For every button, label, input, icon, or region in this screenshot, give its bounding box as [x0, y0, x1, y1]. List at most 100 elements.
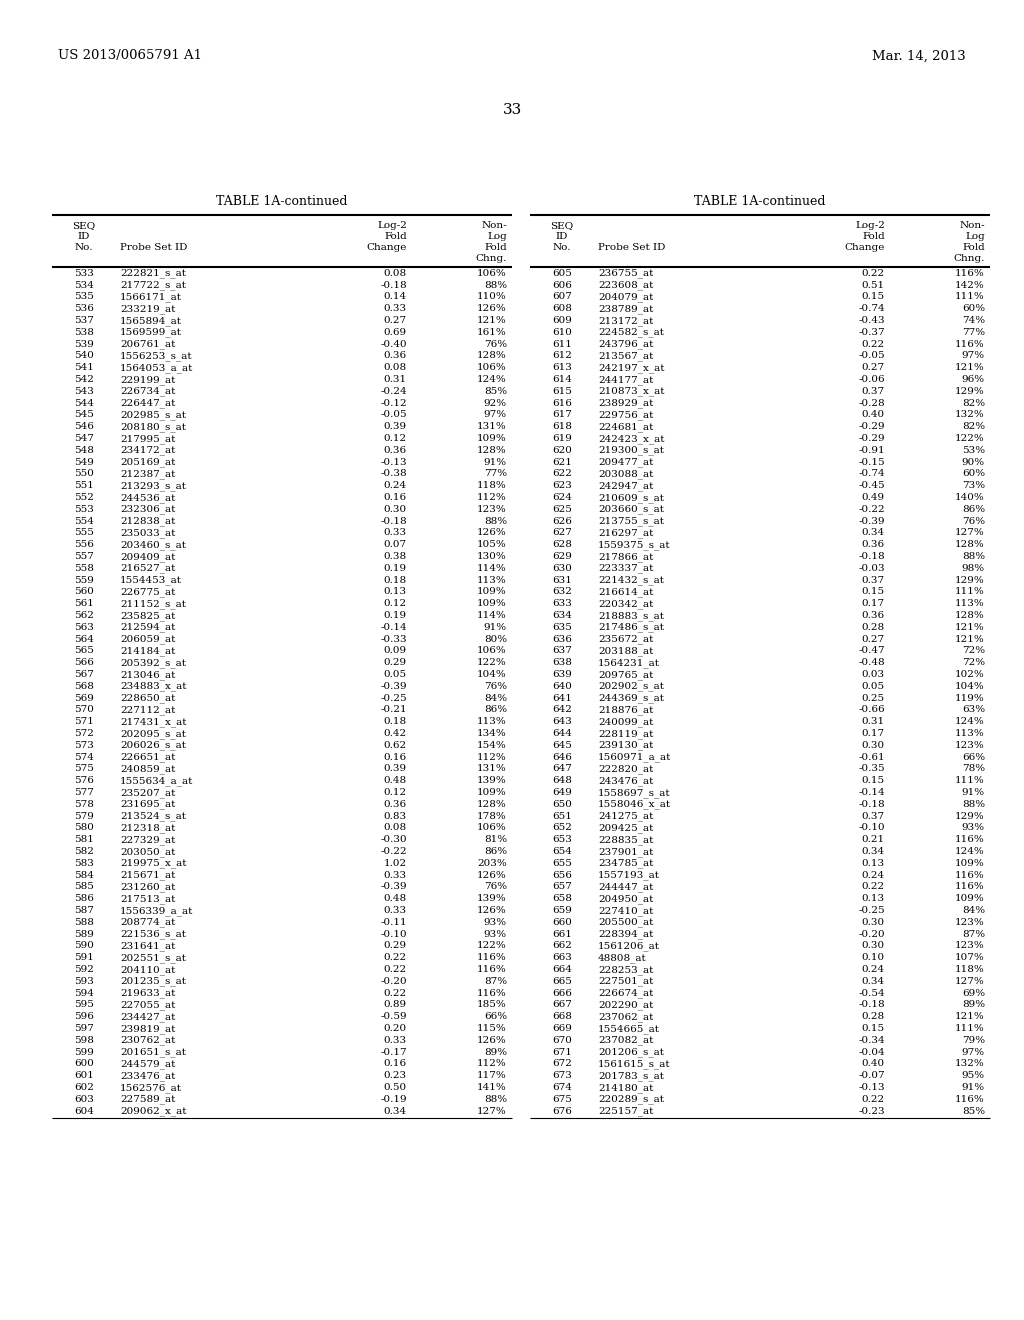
Text: 600: 600 — [74, 1060, 94, 1068]
Text: 0.13: 0.13 — [384, 587, 407, 597]
Text: 0.22: 0.22 — [384, 965, 407, 974]
Text: 203050_at: 203050_at — [120, 847, 175, 857]
Text: 122%: 122% — [477, 659, 507, 667]
Text: 139%: 139% — [477, 776, 507, 785]
Text: 228119_at: 228119_at — [598, 729, 653, 739]
Text: 78%: 78% — [962, 764, 985, 774]
Text: 141%: 141% — [477, 1082, 507, 1092]
Text: 204110_at: 204110_at — [120, 965, 175, 974]
Text: Chng.: Chng. — [953, 253, 985, 263]
Text: 240099_at: 240099_at — [598, 717, 653, 727]
Text: 587: 587 — [74, 906, 94, 915]
Text: 643: 643 — [552, 717, 572, 726]
Text: 122%: 122% — [955, 434, 985, 444]
Text: 209477_at: 209477_at — [598, 458, 653, 467]
Text: 132%: 132% — [955, 1060, 985, 1068]
Text: 202902_s_at: 202902_s_at — [598, 682, 664, 692]
Text: 646: 646 — [552, 752, 572, 762]
Text: 92%: 92% — [484, 399, 507, 408]
Text: -0.30: -0.30 — [380, 836, 407, 845]
Text: 604: 604 — [74, 1106, 94, 1115]
Text: 73%: 73% — [962, 482, 985, 490]
Text: 222821_s_at: 222821_s_at — [120, 269, 186, 279]
Text: 554: 554 — [74, 516, 94, 525]
Text: 597: 597 — [74, 1024, 94, 1034]
Text: TABLE 1A-continued: TABLE 1A-continued — [694, 194, 825, 207]
Text: 93%: 93% — [484, 917, 507, 927]
Text: 0.15: 0.15 — [862, 776, 885, 785]
Text: 622: 622 — [552, 470, 572, 478]
Text: -0.13: -0.13 — [380, 458, 407, 466]
Text: 142%: 142% — [955, 281, 985, 289]
Text: 627: 627 — [552, 528, 572, 537]
Text: 209409_at: 209409_at — [120, 552, 175, 562]
Text: 596: 596 — [74, 1012, 94, 1022]
Text: 676: 676 — [552, 1106, 572, 1115]
Text: Change: Change — [367, 243, 407, 252]
Text: 0.33: 0.33 — [384, 1036, 407, 1045]
Text: 109%: 109% — [955, 859, 985, 867]
Text: 205169_at: 205169_at — [120, 458, 175, 467]
Text: 93%: 93% — [962, 824, 985, 833]
Text: 111%: 111% — [955, 1024, 985, 1034]
Text: 131%: 131% — [477, 422, 507, 432]
Text: 220342_at: 220342_at — [598, 599, 653, 609]
Text: 96%: 96% — [962, 375, 985, 384]
Text: 642: 642 — [552, 705, 572, 714]
Text: 0.13: 0.13 — [862, 859, 885, 867]
Text: 126%: 126% — [477, 906, 507, 915]
Text: 209765_at: 209765_at — [598, 671, 653, 680]
Text: 131%: 131% — [477, 764, 507, 774]
Text: -0.22: -0.22 — [858, 504, 885, 513]
Text: 201783_s_at: 201783_s_at — [598, 1072, 664, 1081]
Text: 534: 534 — [74, 281, 94, 289]
Text: -0.18: -0.18 — [858, 800, 885, 809]
Text: 0.36: 0.36 — [862, 611, 885, 620]
Text: -0.23: -0.23 — [858, 1106, 885, 1115]
Text: 123%: 123% — [955, 917, 985, 927]
Text: 244536_at: 244536_at — [120, 492, 175, 503]
Text: 620: 620 — [552, 446, 572, 455]
Text: 0.07: 0.07 — [384, 540, 407, 549]
Text: 0.09: 0.09 — [384, 647, 407, 656]
Text: 178%: 178% — [477, 812, 507, 821]
Text: -0.21: -0.21 — [380, 705, 407, 714]
Text: 226651_at: 226651_at — [120, 752, 175, 762]
Text: 86%: 86% — [484, 705, 507, 714]
Text: 221432_s_at: 221432_s_at — [598, 576, 664, 585]
Text: 79%: 79% — [962, 1036, 985, 1045]
Text: 668: 668 — [552, 1012, 572, 1022]
Text: 0.30: 0.30 — [384, 504, 407, 513]
Text: 112%: 112% — [477, 492, 507, 502]
Text: 0.33: 0.33 — [384, 906, 407, 915]
Text: 72%: 72% — [962, 659, 985, 667]
Text: 104%: 104% — [477, 671, 507, 678]
Text: -0.45: -0.45 — [858, 482, 885, 490]
Text: 214180_at: 214180_at — [598, 1082, 653, 1093]
Text: 111%: 111% — [955, 587, 985, 597]
Text: 230762_at: 230762_at — [120, 1036, 175, 1045]
Text: 0.36: 0.36 — [384, 800, 407, 809]
Text: 60%: 60% — [962, 470, 985, 478]
Text: 235672_at: 235672_at — [598, 635, 653, 644]
Text: 672: 672 — [552, 1060, 572, 1068]
Text: 238789_at: 238789_at — [598, 304, 653, 314]
Text: 244177_at: 244177_at — [598, 375, 653, 384]
Text: 242423_x_at: 242423_x_at — [598, 434, 665, 444]
Text: 202095_s_at: 202095_s_at — [120, 729, 186, 739]
Text: 203%: 203% — [477, 859, 507, 867]
Text: 228394_at: 228394_at — [598, 929, 653, 940]
Text: 213755_s_at: 213755_s_at — [598, 516, 664, 527]
Text: No.: No. — [75, 243, 93, 252]
Text: 617: 617 — [552, 411, 572, 420]
Text: 228253_at: 228253_at — [598, 965, 653, 974]
Text: 616: 616 — [552, 399, 572, 408]
Text: Log: Log — [487, 231, 507, 240]
Text: 657: 657 — [552, 882, 572, 891]
Text: 232306_at: 232306_at — [120, 504, 175, 515]
Text: 614: 614 — [552, 375, 572, 384]
Text: -0.18: -0.18 — [380, 281, 407, 289]
Text: Log: Log — [966, 231, 985, 240]
Text: 543: 543 — [74, 387, 94, 396]
Text: 106%: 106% — [477, 824, 507, 833]
